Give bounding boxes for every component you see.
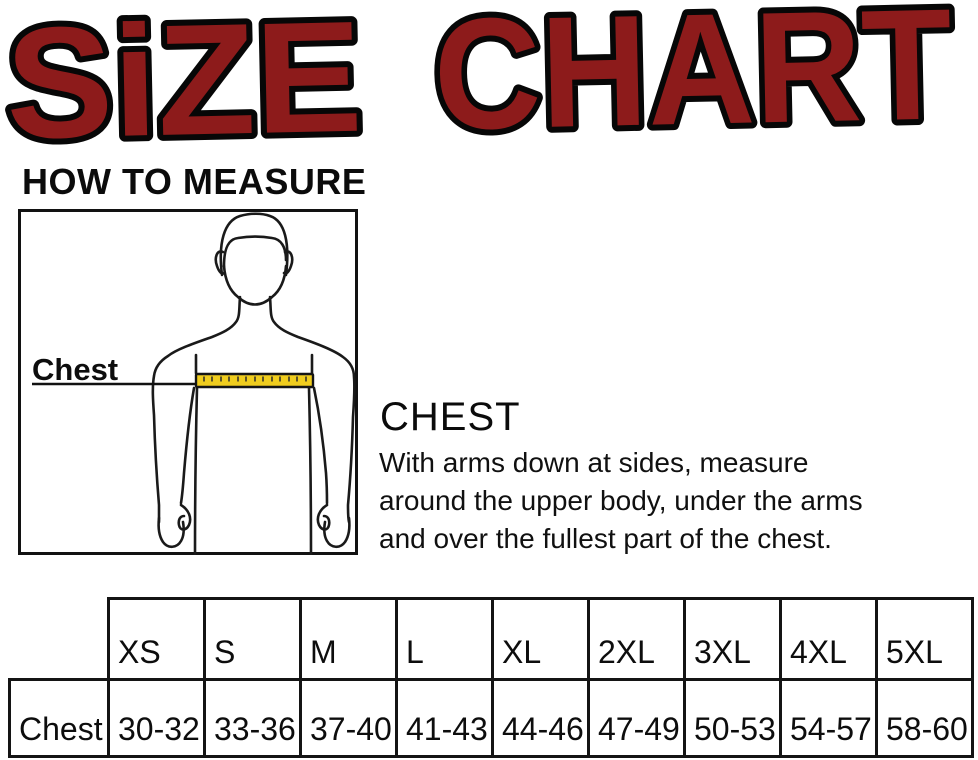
figure-hair — [219, 212, 289, 277]
title-word-chart: CHART — [432, 2, 954, 154]
figure-ear-left — [214, 250, 226, 275]
figure-hand-left — [157, 516, 185, 549]
measurement-diagram: Chest — [18, 209, 358, 555]
size-col-header-3xl: 3XL — [683, 597, 782, 681]
figure-face — [222, 264, 288, 306]
instruction-line-1: With arms down at sides, measure — [379, 447, 809, 478]
chest-measurement-row: Chest 30-32 33-36 37-40 41-43 44-46 47-4… — [8, 678, 974, 758]
row-label-chest: Chest — [8, 678, 110, 758]
measuring-tape-ticks — [203, 376, 307, 382]
chest-value-xl: 44-46 — [491, 678, 590, 758]
chest-pointer-label: Chest — [32, 352, 118, 387]
size-col-header-xl: XL — [491, 597, 590, 681]
figure-thumb-right — [316, 503, 331, 531]
instruction-line-2: around the upper body, under the arms — [379, 485, 863, 516]
size-col-header-s: S — [203, 597, 302, 681]
size-col-header-m: M — [299, 597, 398, 681]
size-table: XS S M L XL 2XL 3XL 4XL 5XL Chest 30-32 … — [8, 597, 974, 758]
figure-torso-right — [307, 386, 313, 555]
size-col-header-4xl: 4XL — [779, 597, 878, 681]
chest-value-l: 41-43 — [395, 678, 494, 758]
chest-value-2xl: 47-49 — [587, 678, 686, 758]
size-col-header-l: L — [395, 597, 494, 681]
size-col-header-5xl: 5XL — [875, 597, 974, 681]
chest-section-heading: CHEST — [380, 395, 521, 439]
chest-value-xs: 30-32 — [107, 678, 206, 758]
chest-value-s: 33-36 — [203, 678, 302, 758]
instruction-line-3: and over the fullest part of the chest. — [379, 523, 832, 554]
size-col-header-xs: XS — [107, 597, 206, 681]
figure-inner-arm-right — [312, 386, 329, 505]
chest-value-m: 37-40 — [299, 678, 398, 758]
size-chart-title-art: SiZE CHART — [0, 2, 960, 154]
table-corner-cell — [10, 599, 109, 680]
chest-value-5xl: 58-60 — [875, 678, 974, 758]
male-torso-figure — [151, 212, 356, 555]
figure-torso-left — [193, 386, 199, 555]
title-word-size: SiZE — [4, 2, 364, 154]
figure-fringe — [222, 235, 288, 268]
figure-inner-arm-left — [179, 386, 196, 505]
chest-instructions: With arms down at sides, measure around … — [379, 444, 863, 558]
size-header-row: XS S M L XL 2XL 3XL 4XL 5XL — [10, 597, 974, 681]
chest-value-4xl: 54-57 — [779, 678, 878, 758]
size-col-header-2xl: 2XL — [587, 597, 686, 681]
figure-thumb-left — [177, 503, 192, 531]
chest-value-3xl: 50-53 — [683, 678, 782, 758]
figure-arm-right — [268, 295, 356, 524]
how-to-measure-heading: HOW TO MEASURE — [22, 161, 367, 202]
figure-hand-right — [323, 516, 351, 549]
figure-arm-left — [151, 295, 242, 524]
